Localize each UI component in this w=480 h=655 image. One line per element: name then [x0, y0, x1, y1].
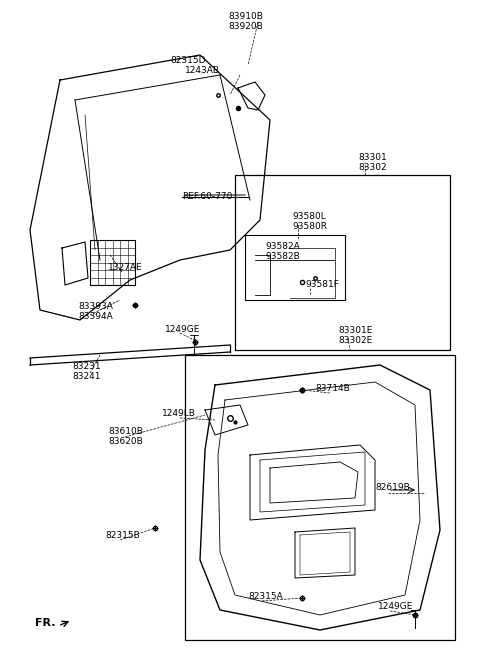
- Text: 83301E: 83301E: [338, 326, 372, 335]
- Text: 83302: 83302: [358, 163, 386, 172]
- Text: 93582B: 93582B: [265, 252, 300, 261]
- Bar: [235, 175, 450, 350]
- Text: 83910B: 83910B: [228, 12, 263, 21]
- Text: 93582A: 93582A: [265, 242, 300, 251]
- Text: FR.: FR.: [35, 618, 56, 628]
- Text: 1249GE: 1249GE: [378, 602, 413, 611]
- Text: 82315D: 82315D: [170, 56, 205, 65]
- Text: 83620B: 83620B: [108, 437, 143, 446]
- Text: 83301: 83301: [358, 153, 387, 162]
- Text: 93581F: 93581F: [305, 280, 339, 289]
- Bar: [185, 355, 455, 640]
- Text: 83394A: 83394A: [78, 312, 113, 321]
- Text: 1243AB: 1243AB: [185, 66, 220, 75]
- Text: 82619B: 82619B: [375, 483, 410, 492]
- Text: 83302E: 83302E: [338, 336, 372, 345]
- Text: 83714B: 83714B: [315, 384, 350, 393]
- Bar: [90, 240, 135, 285]
- Text: 83610B: 83610B: [108, 427, 143, 436]
- Text: 83231: 83231: [72, 362, 101, 371]
- Text: 83920B: 83920B: [228, 22, 263, 31]
- Text: 83241: 83241: [72, 372, 100, 381]
- Text: 82315B: 82315B: [105, 531, 140, 540]
- Text: 1249LB: 1249LB: [162, 409, 196, 418]
- Text: 82315A: 82315A: [248, 592, 283, 601]
- Bar: [245, 235, 345, 300]
- Text: 1249GE: 1249GE: [165, 325, 200, 334]
- Text: 83393A: 83393A: [78, 302, 113, 311]
- Text: REF.60-770: REF.60-770: [182, 192, 232, 201]
- Text: 93580R: 93580R: [292, 222, 327, 231]
- Text: 1327AE: 1327AE: [108, 263, 143, 272]
- Text: 93580L: 93580L: [292, 212, 326, 221]
